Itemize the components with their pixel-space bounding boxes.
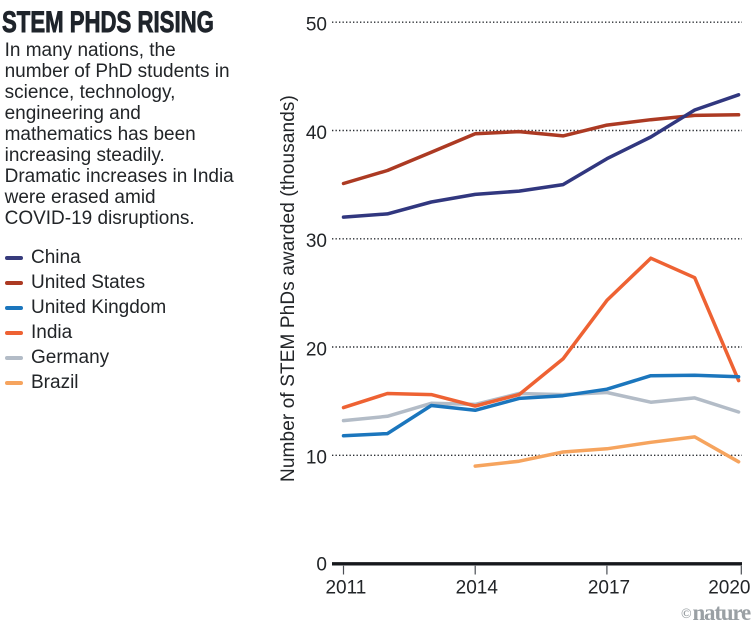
- svg-text:0: 0: [316, 554, 327, 575]
- svg-text:30: 30: [306, 231, 327, 252]
- svg-text:2017: 2017: [588, 578, 630, 599]
- svg-text:2011: 2011: [325, 578, 366, 599]
- svg-text:2014: 2014: [456, 578, 499, 599]
- svg-text:20: 20: [306, 339, 327, 360]
- svg-text:50: 50: [306, 15, 327, 36]
- svg-text:10: 10: [306, 448, 327, 469]
- svg-text:Number of STEM PhDs awarded (t: Number of STEM PhDs awarded (thousands): [278, 95, 299, 482]
- svg-text:40: 40: [306, 123, 327, 144]
- svg-text:2020: 2020: [708, 578, 750, 599]
